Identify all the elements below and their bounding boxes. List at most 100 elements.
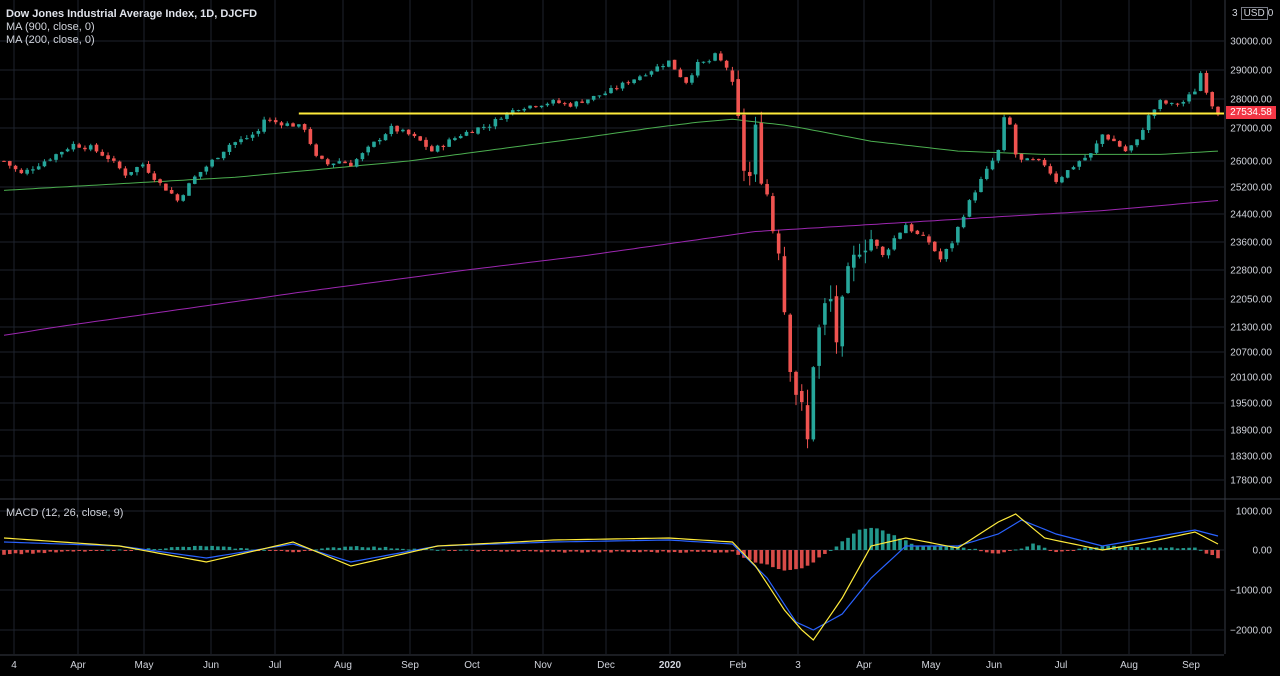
candle-33 <box>192 175 197 185</box>
candle-147 <box>852 245 856 282</box>
macd-bar-83 <box>482 550 486 551</box>
candle-69 <box>401 128 405 133</box>
macd-bar-52 <box>302 550 307 551</box>
time-tick-1: Apr <box>70 660 86 671</box>
candle-51 <box>297 124 301 128</box>
macd-bar-185 <box>1071 550 1076 551</box>
price-tick-9: 22050.00 <box>1230 295 1272 306</box>
macd-bar-6 <box>36 550 41 553</box>
candle-12 <box>71 141 76 152</box>
candle-137 <box>794 370 798 406</box>
time-tick-0: 4 <box>11 660 17 671</box>
candle-11 <box>65 147 70 153</box>
candle-103 <box>597 95 602 99</box>
macd-bar-78 <box>453 550 457 551</box>
macd-label: MACD (12, 26, close, 9) <box>6 507 124 519</box>
macd-bar-184 <box>1065 550 1070 551</box>
time-tick-4: Jul <box>269 660 282 671</box>
candles-layer <box>2 51 1220 449</box>
time-tick-5: Aug <box>334 660 352 671</box>
candle-153 <box>886 247 891 259</box>
macd-bar-61 <box>354 546 359 550</box>
macd-bar-107 <box>620 550 625 552</box>
candle-82 <box>476 127 480 135</box>
macd-bar-160 <box>927 545 931 550</box>
macd-bar-106 <box>614 550 619 552</box>
macd-bar-4 <box>25 550 29 553</box>
ma900-path <box>3 200 1219 336</box>
candle-55 <box>320 155 324 160</box>
time-tick-8: Nov <box>534 660 552 671</box>
macd-bar-122 <box>707 550 712 552</box>
macd-bar-200 <box>1158 547 1162 550</box>
macd-bar-201 <box>1164 547 1168 550</box>
macd-bar-190 <box>1100 546 1105 550</box>
macd-bar-81 <box>470 550 475 551</box>
macd-bar-198 <box>1146 547 1151 550</box>
candle-2 <box>13 164 18 172</box>
price-tick-3: 27000.00 <box>1230 124 1272 135</box>
time-axis[interactable]: 4 Apr May Jun Jul Aug Sep Oct Nov Dec 2020 Feb 3 Apr M… <box>11 660 1200 671</box>
candle-86 <box>499 116 503 120</box>
candle-96 <box>557 98 561 104</box>
macd-legend: MACD (12, 26, close, 9) <box>6 507 123 520</box>
macd-bar-39 <box>227 546 232 550</box>
macd-bar-91 <box>528 550 532 552</box>
candle-10 <box>60 151 64 158</box>
candle-208 <box>1204 70 1209 95</box>
macd-axis[interactable]: 1000.00 0.00 −1000.00 −2000.00 <box>1230 507 1272 637</box>
candle-201 <box>1164 99 1168 105</box>
candle-133 <box>771 192 775 234</box>
macd-bar-206 <box>1193 547 1197 550</box>
candle-26 <box>152 171 157 183</box>
macd-bar-59 <box>343 546 347 550</box>
macd-bar-56 <box>325 547 330 550</box>
candle-154 <box>892 235 897 251</box>
candle-0 <box>2 160 6 162</box>
macd-bar-17 <box>100 550 105 551</box>
candle-131 <box>759 111 764 186</box>
candle-114 <box>661 63 665 70</box>
candle-171 <box>990 157 995 171</box>
candle-106 <box>614 85 619 91</box>
candle-175 <box>1013 123 1018 158</box>
candle-42 <box>245 135 249 140</box>
candle-135 <box>782 246 787 315</box>
price-axis[interactable]: 30000.00 29000.00 28000.00 27000.00 26000.00… <box>1230 37 1272 487</box>
candle-136 <box>788 313 793 382</box>
candle-78 <box>453 136 457 142</box>
candle-31 <box>181 194 186 202</box>
price-tick-6: 24400.00 <box>1230 210 1272 221</box>
candle-22 <box>129 172 133 177</box>
macd-tick-1: 0.00 <box>1253 546 1273 557</box>
macd-bar-105 <box>609 550 613 553</box>
macd-bar-158 <box>915 545 920 550</box>
time-tick-10: 2020 <box>659 660 682 671</box>
candle-185 <box>1071 165 1076 170</box>
currency-selector[interactable]: 3 USD 0 <box>1232 7 1273 20</box>
macd-bar-79 <box>458 549 463 551</box>
macd-bar-58 <box>337 547 342 550</box>
macd-bar-133 <box>771 550 775 568</box>
macd-bar-10 <box>60 550 64 552</box>
macd-bar-136 <box>788 550 793 570</box>
macd-bar-131 <box>759 550 764 564</box>
candle-158 <box>915 229 920 235</box>
ma900-line <box>3 200 1219 336</box>
time-tick-13: Apr <box>856 660 872 671</box>
candle-116 <box>672 59 677 70</box>
candle-97 <box>562 101 567 106</box>
candle-58 <box>337 158 342 164</box>
candle-120 <box>695 59 700 78</box>
candle-134 <box>776 229 781 261</box>
macd-bar-144 <box>834 546 839 550</box>
macd-bar-19 <box>112 550 116 551</box>
time-tick-16: Jul <box>1055 660 1068 671</box>
candle-20 <box>117 160 122 170</box>
macd-bar-181 <box>1048 550 1053 551</box>
candle-5 <box>31 166 35 174</box>
candle-121 <box>701 61 706 64</box>
macd-bar-186 <box>1077 548 1082 550</box>
macd-bar-137 <box>794 550 798 570</box>
